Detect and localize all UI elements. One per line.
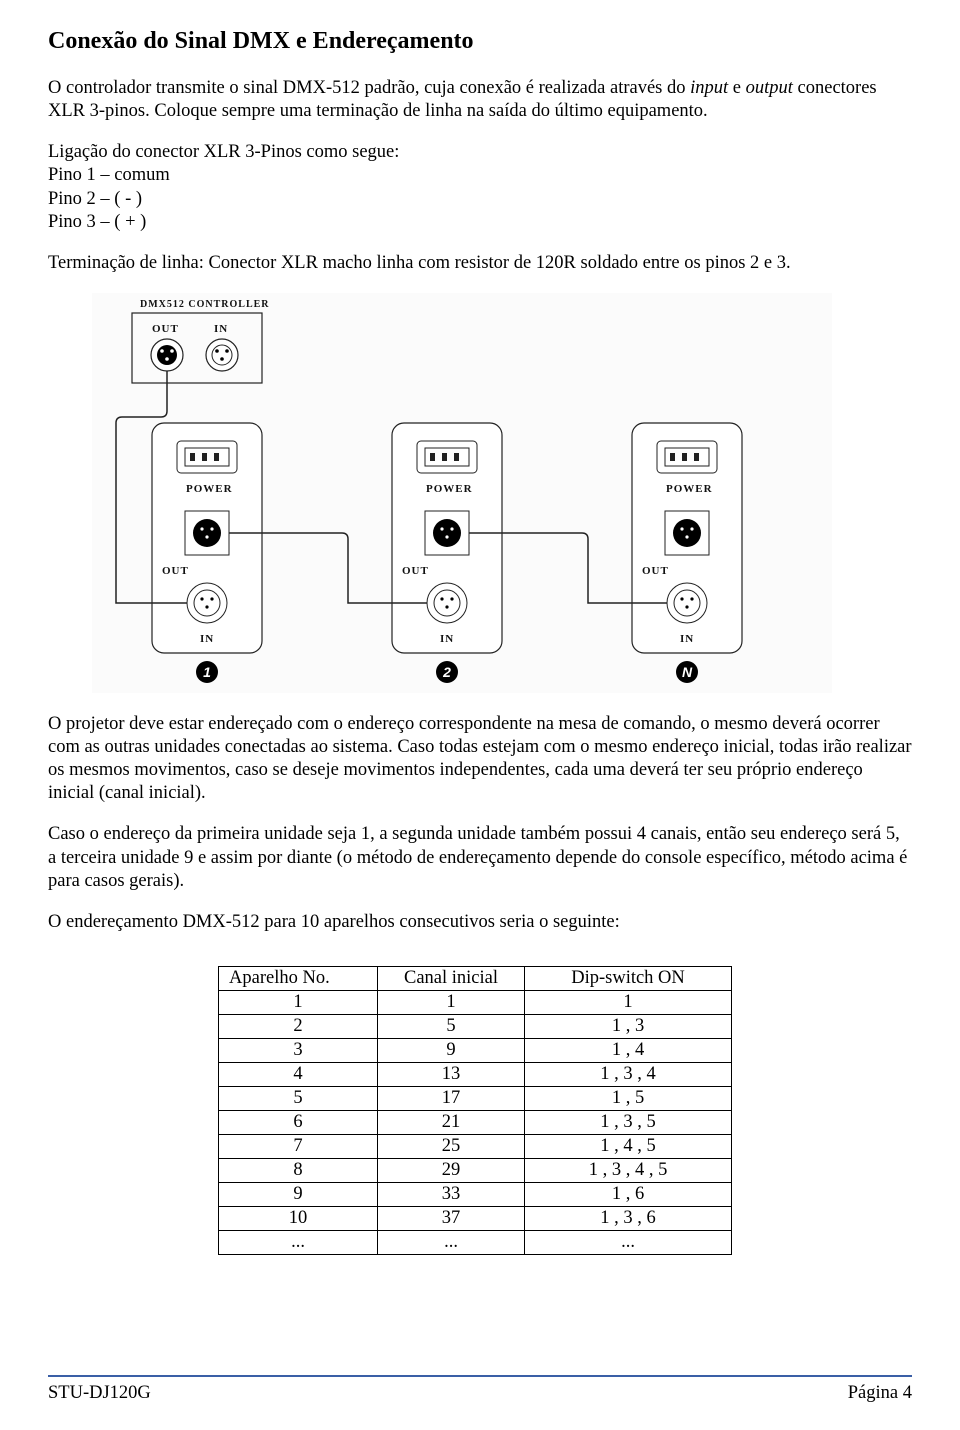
dmx-address-table: Aparelho No. Canal inicial Dip-switch ON… <box>218 966 732 1255</box>
intro-italic-input: input <box>690 78 728 98</box>
table-header-dip: Dip-switch ON <box>525 966 732 990</box>
table-row: 5171 , 5 <box>219 1086 732 1110</box>
table-header-canal: Canal inicial <box>378 966 525 990</box>
table-cell: ... <box>525 1230 732 1254</box>
table-cell: 1 , 3 , 5 <box>525 1110 732 1134</box>
table-cell: 1 , 3 , 4 , 5 <box>525 1158 732 1182</box>
table-cell: 17 <box>378 1086 525 1110</box>
table-cell: 1 , 5 <box>525 1086 732 1110</box>
table-cell: 1 , 3 , 4 <box>525 1062 732 1086</box>
diagram-d1-out: OUT <box>162 565 189 577</box>
paragraph-example: Caso o endereço da primeira unidade seja… <box>48 823 912 892</box>
table-cell: 37 <box>378 1206 525 1230</box>
table-cell: 1 , 3 <box>525 1014 732 1038</box>
diagram-badge-1: 1 <box>196 661 218 683</box>
table-cell: ... <box>378 1230 525 1254</box>
diagram-d2-out: OUT <box>402 565 429 577</box>
table-cell: 7 <box>219 1134 378 1158</box>
table-cell: 33 <box>378 1182 525 1206</box>
diagram-d3-in: IN <box>680 633 694 645</box>
table-cell: 29 <box>378 1158 525 1182</box>
pin-1: Pino 1 – comum <box>48 164 912 187</box>
table-cell: 1 <box>525 990 732 1014</box>
table-cell: 13 <box>378 1062 525 1086</box>
diagram-controller-label: DMX512 CONTROLLER <box>140 299 270 310</box>
table-cell: 5 <box>219 1086 378 1110</box>
table-row: 251 , 3 <box>219 1014 732 1038</box>
table-cell: 3 <box>219 1038 378 1062</box>
table-cell: 1 , 4 , 5 <box>525 1134 732 1158</box>
table-row: ......... <box>219 1230 732 1254</box>
table-cell: 1 <box>378 990 525 1014</box>
table-cell: 2 <box>219 1014 378 1038</box>
pin-list: Ligação do conector XLR 3-Pinos como seg… <box>48 141 912 234</box>
table-row: 4131 , 3 , 4 <box>219 1062 732 1086</box>
table-cell: 9 <box>219 1182 378 1206</box>
table-cell: 1 , 4 <box>525 1038 732 1062</box>
table-cell: 8 <box>219 1158 378 1182</box>
table-cell: 6 <box>219 1110 378 1134</box>
intro-text-b: e <box>728 78 745 98</box>
page-title: Conexão do Sinal DMX e Endereçamento <box>48 28 912 55</box>
table-cell: 1 , 3 , 6 <box>525 1206 732 1230</box>
table-row: 7251 , 4 , 5 <box>219 1134 732 1158</box>
table-cell: 4 <box>219 1062 378 1086</box>
diagram-d1-in: IN <box>200 633 214 645</box>
table-header-aparelho: Aparelho No. <box>219 966 378 990</box>
table-cell: 1 , 6 <box>525 1182 732 1206</box>
diagram-d3-out: OUT <box>642 565 669 577</box>
table-row: 9331 , 6 <box>219 1182 732 1206</box>
pin-3: Pino 3 – ( + ) <box>48 211 912 234</box>
diagram-ctrl-out: OUT <box>152 323 179 335</box>
diagram-d2-in: IN <box>440 633 454 645</box>
table-cell: ... <box>219 1230 378 1254</box>
table-cell: 5 <box>378 1014 525 1038</box>
footer-page-number: Página 4 <box>848 1383 912 1404</box>
table-header-row: Aparelho No. Canal inicial Dip-switch ON <box>219 966 732 990</box>
dmx-wiring-diagram: DMX512 CONTROLLER OUT IN POWER OUT IN PO… <box>92 293 832 693</box>
diagram-d1-power: POWER <box>186 483 233 495</box>
document-page: Conexão do Sinal DMX e Endereçamento O c… <box>0 0 960 1430</box>
intro-italic-output: output <box>746 78 793 98</box>
diagram-ctrl-in: IN <box>214 323 228 335</box>
table-row: 10371 , 3 , 6 <box>219 1206 732 1230</box>
pin-list-intro: Ligação do conector XLR 3-Pinos como seg… <box>48 141 912 164</box>
table-row: 111 <box>219 990 732 1014</box>
pin-2: Pino 2 – ( - ) <box>48 188 912 211</box>
intro-text-a: O controlador transmite o sinal DMX-512 … <box>48 78 690 98</box>
diagram-badge-2: 2 <box>436 661 458 683</box>
table-cell: 25 <box>378 1134 525 1158</box>
page-footer: STU-DJ120G Página 4 <box>48 1375 912 1404</box>
paragraph-addressing: O projetor deve estar endereçado com o e… <box>48 713 912 806</box>
table-row: 391 , 4 <box>219 1038 732 1062</box>
paragraph-table-intro: O endereçamento DMX-512 para 10 aparelho… <box>48 911 912 934</box>
paragraph-intro: O controlador transmite o sinal DMX-512 … <box>48 77 912 123</box>
footer-rule <box>48 1375 912 1377</box>
table-row: 6211 , 3 , 5 <box>219 1110 732 1134</box>
table-row: 8291 , 3 , 4 , 5 <box>219 1158 732 1182</box>
diagram-d3-power: POWER <box>666 483 713 495</box>
diagram-badge-n: N <box>676 661 698 683</box>
table-cell: 10 <box>219 1206 378 1230</box>
termination-text: Terminação de linha: Conector XLR macho … <box>48 252 912 275</box>
footer-model: STU-DJ120G <box>48 1383 151 1404</box>
table-cell: 1 <box>219 990 378 1014</box>
table-cell: 21 <box>378 1110 525 1134</box>
diagram-d2-power: POWER <box>426 483 473 495</box>
table-cell: 9 <box>378 1038 525 1062</box>
